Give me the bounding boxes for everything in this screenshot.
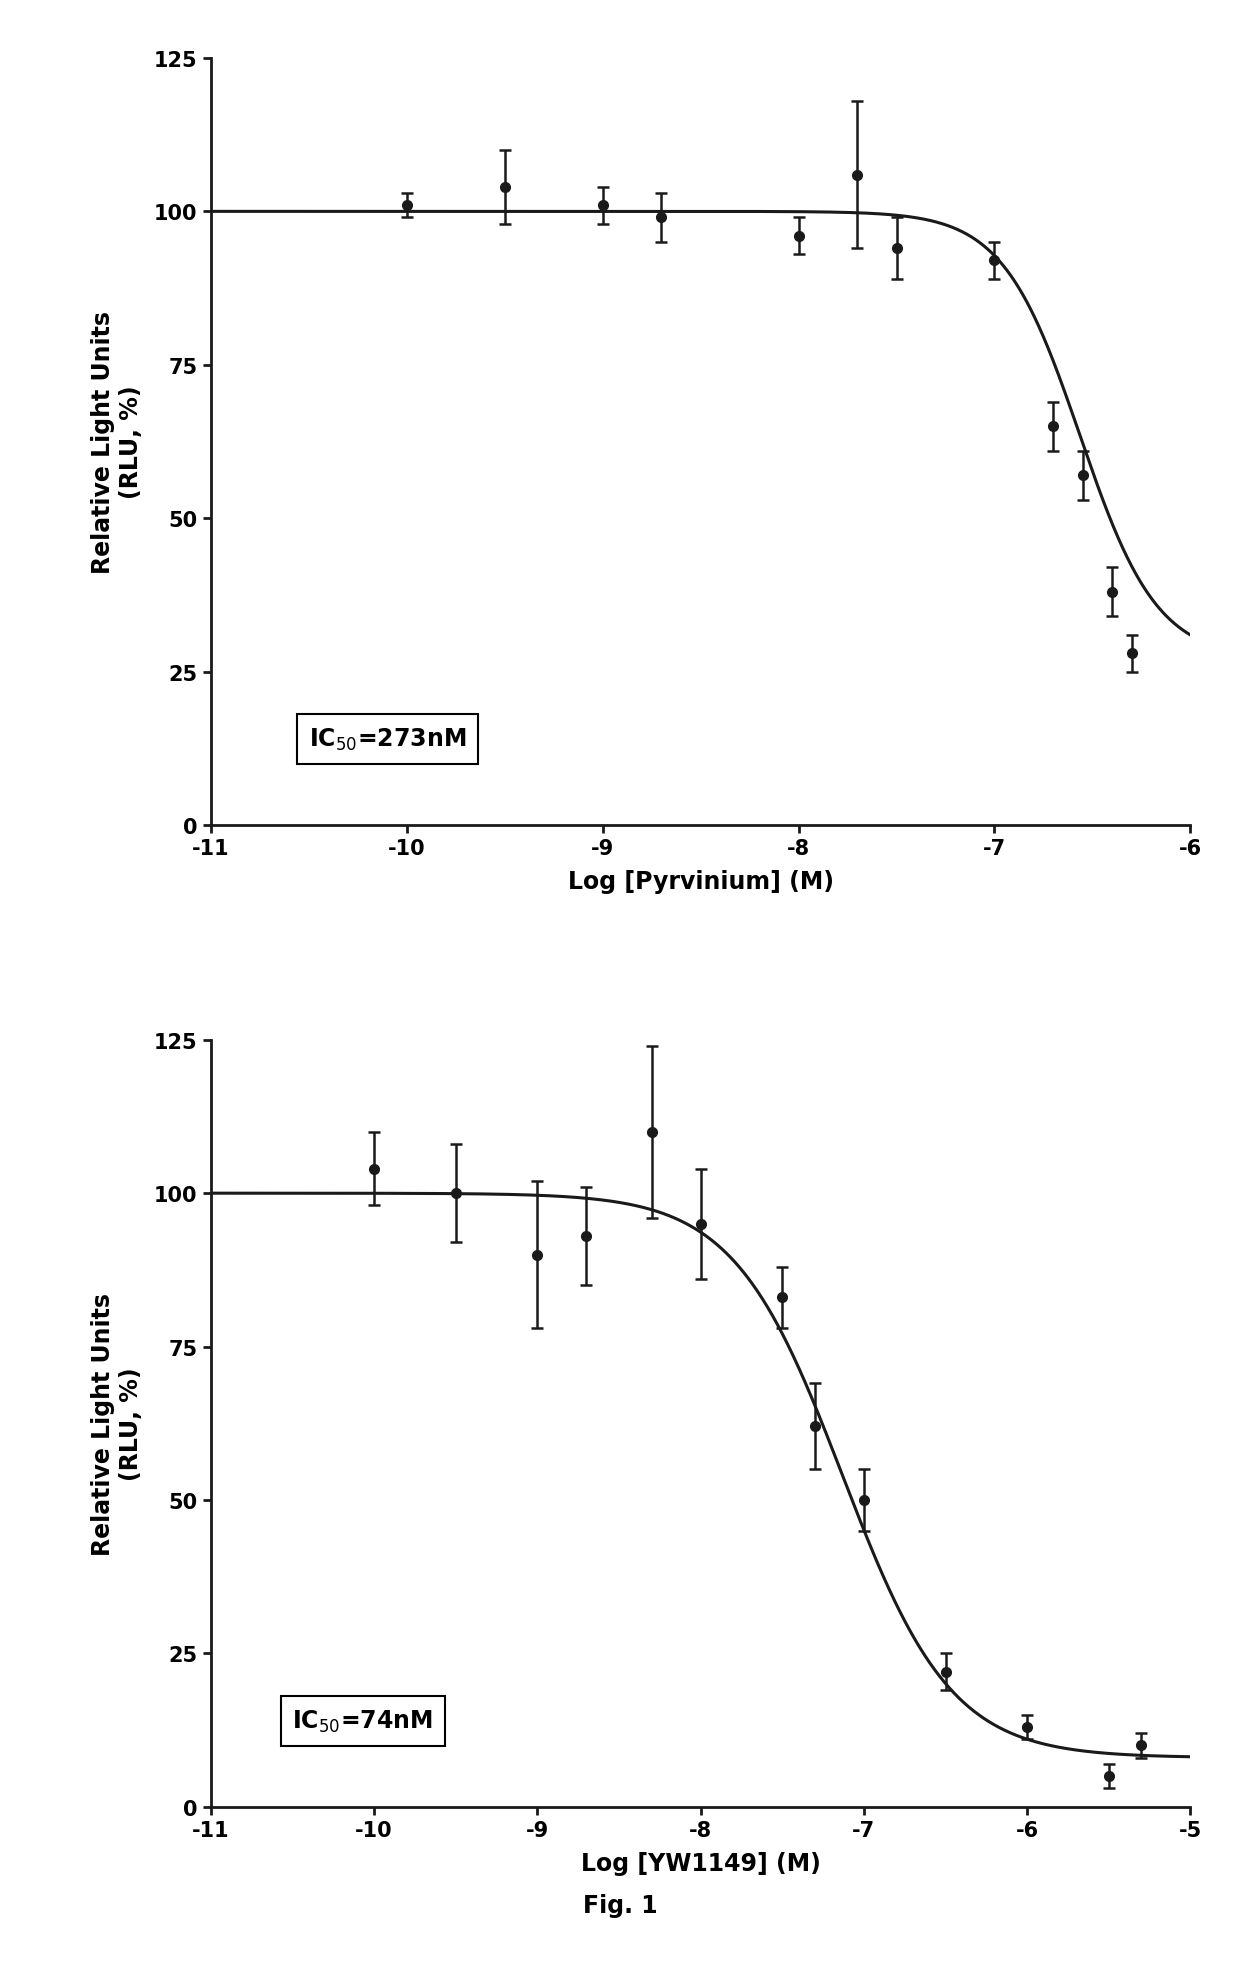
X-axis label: Log [Pyrvinium] (M): Log [Pyrvinium] (M) xyxy=(568,870,833,894)
Text: Fig. 1: Fig. 1 xyxy=(583,1893,657,1917)
X-axis label: Log [YW1149] (M): Log [YW1149] (M) xyxy=(580,1852,821,1876)
Y-axis label: Relative Light Units
(RLU, %): Relative Light Units (RLU, %) xyxy=(91,1292,143,1555)
Text: IC$_{50}$=74nM: IC$_{50}$=74nM xyxy=(293,1709,433,1734)
Y-axis label: Relative Light Units
(RLU, %): Relative Light Units (RLU, %) xyxy=(91,310,143,573)
Text: IC$_{50}$=273nM: IC$_{50}$=273nM xyxy=(309,727,466,752)
